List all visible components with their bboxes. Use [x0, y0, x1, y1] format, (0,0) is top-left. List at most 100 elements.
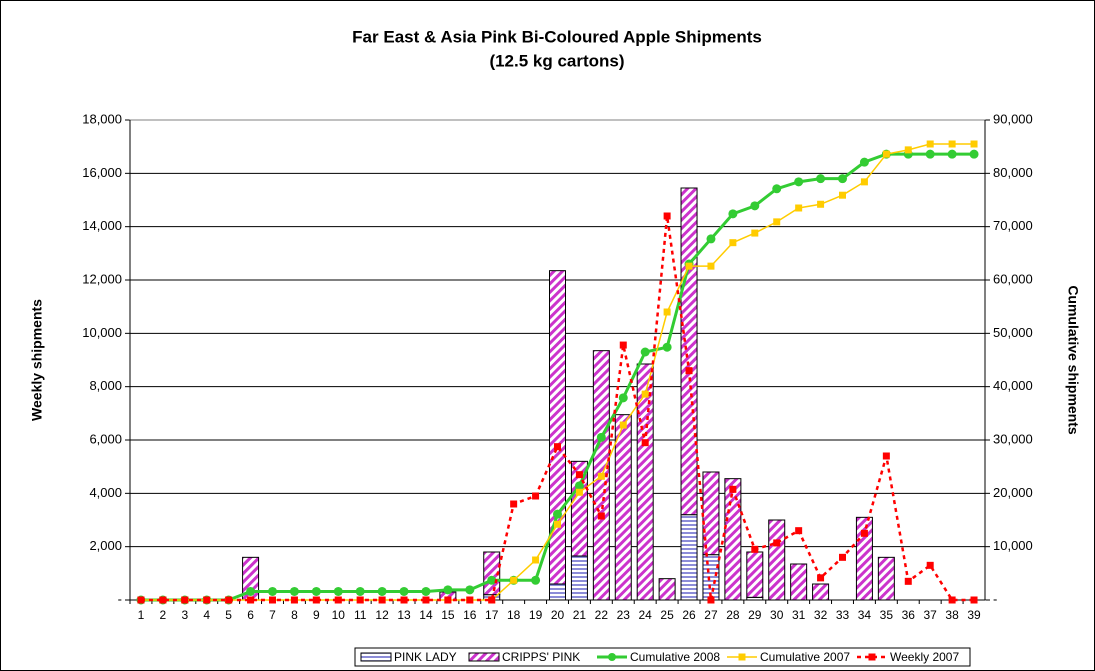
- point: [685, 367, 693, 375]
- x-tick-label: 31: [792, 608, 806, 622]
- x-tick-label: 26: [682, 608, 696, 622]
- point: [269, 596, 276, 604]
- point: [137, 596, 145, 604]
- x-tick-label: 32: [814, 608, 828, 622]
- point: [970, 140, 978, 148]
- chart-subtitle: (12.5 kg cartons): [489, 51, 624, 70]
- point: [334, 596, 342, 604]
- legend-swatch: [360, 652, 392, 662]
- y-tick-label: -: [118, 591, 122, 606]
- x-tick-label: 12: [375, 608, 389, 622]
- bar-segment: [614, 414, 632, 601]
- point: [596, 432, 606, 442]
- point: [685, 262, 693, 270]
- x-tick-label: 23: [617, 608, 631, 622]
- point: [926, 561, 934, 569]
- x-tick-label: 2: [160, 608, 167, 622]
- point: [554, 520, 561, 528]
- point: [203, 596, 211, 604]
- y-tick-label: 10,000: [82, 325, 122, 340]
- x-tick-label: 14: [419, 608, 433, 622]
- point: [728, 209, 738, 219]
- point: [422, 596, 430, 604]
- point: [377, 586, 387, 596]
- x-tick-label: 10: [332, 608, 346, 622]
- point: [400, 596, 408, 604]
- point: [663, 308, 671, 316]
- point: [794, 177, 804, 187]
- point: [465, 585, 475, 595]
- point: [247, 596, 255, 604]
- legend-marker: [608, 653, 616, 661]
- y2-tick-label: 20,000: [993, 485, 1033, 500]
- y-tick-label: 12,000: [82, 271, 122, 286]
- legend-swatch: [468, 652, 500, 662]
- x-tick-label: 17: [485, 608, 499, 622]
- y2-tick-label: 10,000: [993, 538, 1033, 553]
- x-tick-label: 6: [247, 608, 254, 622]
- point: [597, 512, 605, 520]
- x-tick-label: 1: [138, 608, 145, 622]
- x-tick-label: 34: [858, 608, 872, 622]
- point: [532, 492, 540, 500]
- point: [159, 596, 167, 604]
- point: [947, 149, 957, 159]
- y2-tick-label: 80,000: [993, 165, 1033, 180]
- point: [839, 191, 846, 199]
- x-tick-label: 18: [507, 608, 521, 622]
- point: [904, 577, 912, 585]
- point: [268, 586, 277, 596]
- x-tick-label: 30: [770, 608, 784, 622]
- x-tick-label: 20: [551, 608, 565, 622]
- x-tick-label: 39: [967, 608, 981, 622]
- point: [750, 201, 760, 211]
- point: [466, 596, 474, 604]
- point: [444, 596, 452, 604]
- bar-segment: [702, 471, 720, 556]
- point: [860, 178, 868, 186]
- point: [795, 204, 803, 212]
- legend-label: Weekly 2007: [890, 650, 959, 664]
- legend-box: [354, 647, 971, 667]
- point: [312, 596, 320, 604]
- point: [311, 586, 321, 596]
- y-tick-label: 6,000: [89, 431, 122, 446]
- x-tick-label: 27: [704, 608, 718, 622]
- point: [795, 527, 803, 535]
- point: [838, 174, 847, 184]
- point: [443, 585, 453, 595]
- x-tick-label: 21: [573, 608, 587, 622]
- point: [225, 596, 233, 604]
- point: [640, 347, 650, 357]
- point: [378, 596, 386, 604]
- y2-tick-label: 60,000: [993, 271, 1033, 286]
- x-tick-label: 11: [354, 608, 367, 622]
- point: [904, 146, 912, 154]
- x-tick-label: 25: [660, 608, 674, 622]
- bar-segment: [768, 519, 786, 601]
- point: [532, 556, 540, 564]
- y-tick-label: 4,000: [89, 485, 122, 500]
- point: [706, 234, 716, 244]
- point: [926, 140, 934, 148]
- point: [487, 575, 497, 585]
- x-tick-label: 8: [291, 608, 298, 622]
- x-tick-label: 24: [639, 608, 653, 622]
- x-tick-label: 29: [748, 608, 762, 622]
- point: [510, 500, 518, 508]
- x-tick-label: 38: [945, 608, 959, 622]
- point: [816, 174, 826, 184]
- y2-tick-label: -: [993, 591, 997, 606]
- y-tick-label: 2,000: [89, 538, 122, 553]
- point: [575, 471, 583, 479]
- point: [356, 596, 364, 604]
- point: [641, 439, 649, 447]
- bar-segment: [877, 556, 895, 601]
- point: [948, 140, 956, 148]
- point: [663, 212, 671, 220]
- point: [246, 586, 256, 596]
- point: [948, 596, 956, 604]
- x-tick-label: 15: [441, 608, 455, 622]
- x-tick-label: 16: [463, 608, 477, 622]
